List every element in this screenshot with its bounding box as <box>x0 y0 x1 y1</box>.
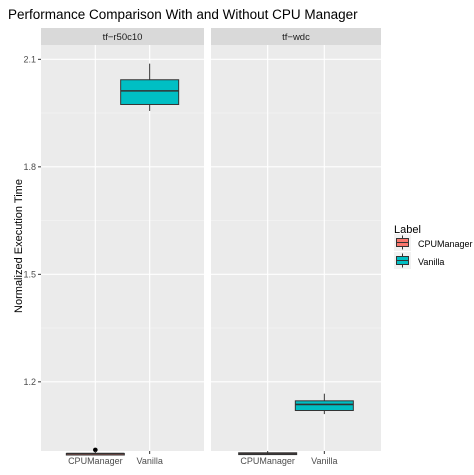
x-tick-label: Vanilla <box>311 456 337 466</box>
panel-background <box>211 45 381 451</box>
facet-strip <box>211 28 381 45</box>
legend-title: Label <box>394 224 421 236</box>
legend-label-cpumanager: CPUManager <box>418 239 473 249</box>
box-outlier <box>93 447 98 453</box>
panel-background <box>41 45 204 451</box>
y-tick-label: 1.8 <box>23 162 36 172</box>
x-tick-label: Vanilla <box>136 456 162 466</box>
chart-title: Performance Comparison With and Without … <box>8 7 358 22</box>
facet-strip <box>41 28 204 45</box>
legend-label-vanilla: Vanilla <box>418 257 445 267</box>
x-tick-label: CPUManager <box>68 456 123 466</box>
y-tick-label: 1.2 <box>23 377 36 387</box>
facet-strip-label: tf−r50c10 <box>103 32 143 43</box>
facet-strip-label: tf−wdc <box>282 32 310 43</box>
y-tick-label: 2.1 <box>23 54 36 64</box>
y-axis-label: Normalized Execution Time <box>13 179 25 313</box>
y-tick-label: 1.5 <box>23 269 36 279</box>
box-body <box>120 79 180 105</box>
x-tick-label: CPUManager <box>240 456 295 466</box>
box-body <box>294 400 354 412</box>
